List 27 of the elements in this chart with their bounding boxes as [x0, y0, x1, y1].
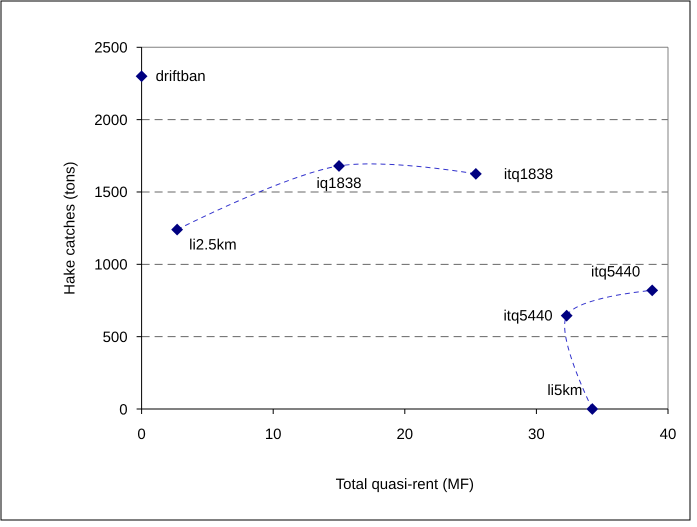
annotation: li5km [547, 382, 582, 399]
point [586, 403, 598, 415]
annotation: itq5440 [590, 263, 640, 280]
annotation: li2.5km [189, 236, 237, 254]
annotation: itq1838 [504, 166, 554, 183]
x-tick-label: 0 [137, 426, 146, 443]
y-tick-label: 2000 [94, 112, 128, 129]
y-tick-label: 2500 [94, 40, 128, 57]
x-tick-label: 30 [528, 426, 545, 443]
y-tick-label: 500 [102, 328, 128, 346]
x-axis-title: Total quasi-rent (MF) [336, 476, 474, 493]
y-axis-title: Hake catches (tons) [62, 161, 79, 295]
annotation: itq5440 [503, 308, 553, 325]
point [136, 70, 148, 82]
y-tick-label: 1000 [94, 256, 128, 274]
point [560, 310, 573, 322]
annotation: iq1838 [316, 174, 362, 192]
annotation: driftban [156, 68, 206, 86]
point [646, 284, 658, 296]
point [171, 224, 184, 236]
point [470, 168, 482, 180]
y-tick-label: 0 [119, 401, 128, 418]
x-tick-label: 20 [396, 426, 414, 443]
point [333, 160, 345, 172]
y-tick-label: 1500 [94, 184, 128, 202]
x-tick-label: 40 [660, 426, 676, 443]
x-tick-label: 10 [264, 426, 282, 443]
